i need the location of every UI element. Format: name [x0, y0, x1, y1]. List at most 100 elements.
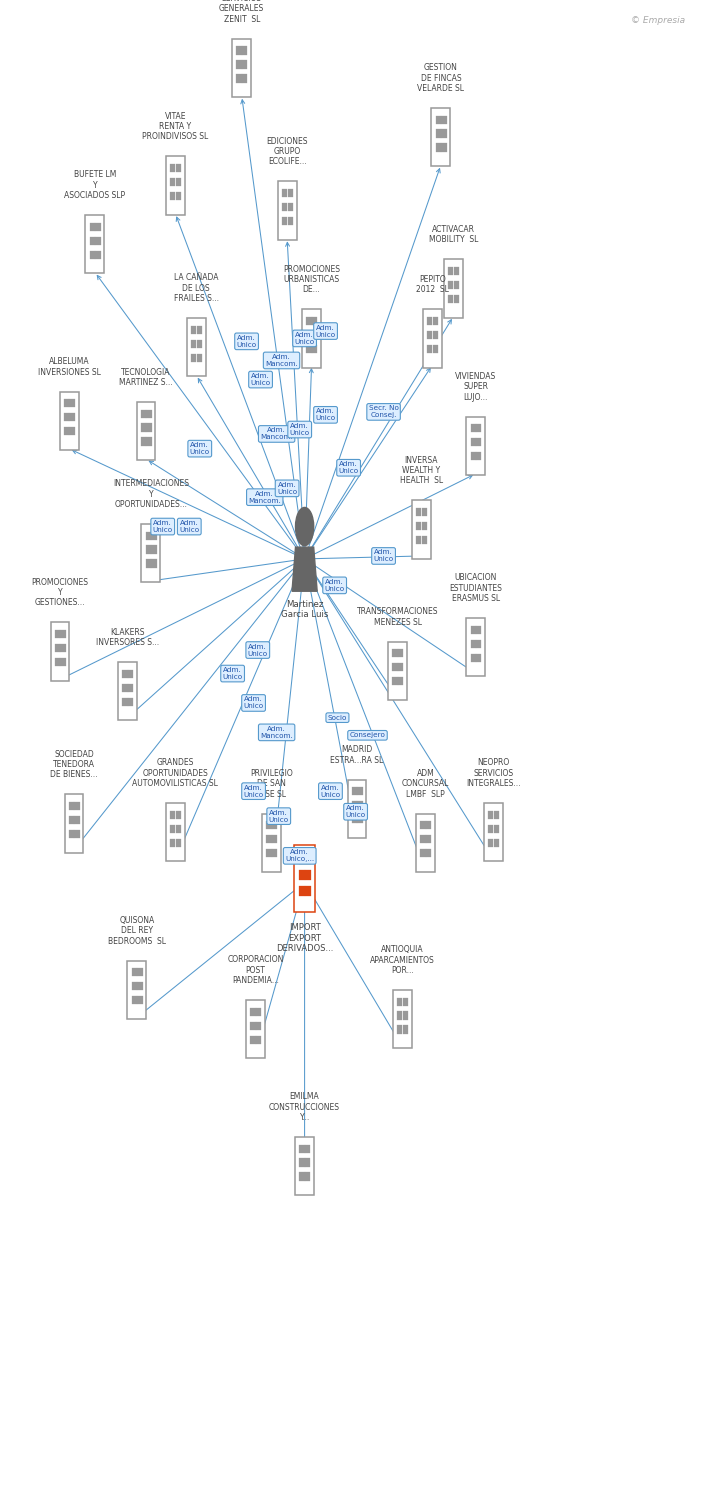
Bar [416, 813, 435, 871]
Text: PRIVILEGIO
DE SAN
JOSE SL: PRIVILEGIO DE SAN JOSE SL [250, 768, 293, 798]
Bar [467, 417, 486, 476]
Bar [470, 424, 476, 432]
Bar [282, 189, 287, 196]
Text: EDICIONES
GRUPO
ECOLIFE...: EDICIONES GRUPO ECOLIFE... [266, 136, 308, 166]
Text: Adm.
Unico: Adm. Unico [243, 784, 264, 798]
Bar [237, 46, 242, 54]
Text: © Empresia: © Empresia [631, 16, 686, 26]
Bar [295, 1137, 314, 1196]
Bar [170, 178, 175, 186]
Bar [393, 990, 412, 1048]
Bar [55, 644, 60, 652]
Bar [90, 224, 95, 231]
Bar [175, 839, 181, 848]
Bar [476, 424, 481, 432]
Bar [146, 410, 151, 417]
Bar [392, 676, 397, 686]
Text: VIVIENDAS
SUPER
LUJO...: VIVIENDAS SUPER LUJO... [455, 372, 496, 402]
Text: Adm.
Unico: Adm. Unico [315, 324, 336, 338]
Text: Adm.
Unico: Adm. Unico [243, 696, 264, 709]
Bar [242, 60, 248, 69]
Bar [432, 108, 451, 166]
Bar [444, 260, 463, 318]
Bar [132, 968, 137, 976]
Bar [256, 1008, 261, 1016]
Bar [476, 626, 481, 633]
Text: Adm.
Unico: Adm. Unico [373, 549, 394, 562]
Bar [141, 423, 146, 432]
Text: Adm.
Unico: Adm. Unico [153, 520, 173, 532]
Circle shape [296, 507, 314, 546]
Text: Adm.
Unico: Adm. Unico [179, 520, 199, 532]
Bar [494, 825, 499, 833]
Bar [282, 217, 287, 225]
Bar [242, 75, 248, 82]
Text: Adm.
Unico: Adm. Unico [250, 374, 271, 386]
Bar [302, 309, 321, 368]
Bar [146, 531, 151, 540]
Bar [299, 1173, 304, 1180]
Bar [166, 802, 185, 861]
Bar [312, 332, 317, 339]
Bar [476, 639, 481, 648]
Bar [423, 309, 442, 368]
Bar [427, 316, 432, 326]
Text: ANTIOQUIA
APARCAMIENTOS
POR...: ANTIOQUIA APARCAMIENTOS POR... [370, 945, 435, 975]
Bar [427, 332, 432, 339]
Bar [69, 399, 75, 408]
Bar [494, 812, 499, 819]
Text: UBICACION
ESTUDIANTES
ERASMUS SL: UBICACION ESTUDIANTES ERASMUS SL [449, 573, 502, 603]
Text: PEPITO
2012  SL: PEPITO 2012 SL [416, 274, 449, 294]
Bar [347, 780, 366, 838]
Bar [306, 316, 312, 326]
Bar [266, 849, 272, 856]
Text: ACTIVACAR
MOBILITY  SL: ACTIVACAR MOBILITY SL [429, 225, 478, 245]
Bar [288, 202, 293, 211]
Bar [122, 684, 128, 692]
Text: ADM
CONCURSAL
LMBF  SLP: ADM CONCURSAL LMBF SLP [402, 768, 449, 798]
Bar [357, 788, 363, 795]
Bar [191, 354, 197, 362]
Bar [420, 849, 425, 856]
Text: Adm.
Mancom.: Adm. Mancom. [248, 490, 281, 504]
Bar [357, 801, 363, 810]
Bar [388, 642, 407, 700]
Bar [187, 318, 206, 376]
Bar [90, 237, 95, 244]
Bar [441, 116, 446, 123]
Text: SOCIEDAD
TENEDORA
DE BIENES...: SOCIEDAD TENEDORA DE BIENES... [50, 750, 98, 780]
Bar [435, 116, 441, 123]
Bar [448, 296, 454, 303]
Bar [175, 812, 181, 819]
Bar [272, 849, 277, 856]
Bar [138, 982, 143, 990]
Bar [420, 836, 425, 843]
Bar [69, 427, 75, 435]
Bar [237, 60, 242, 69]
Bar [95, 224, 100, 231]
Bar [427, 345, 432, 352]
Bar [256, 1035, 261, 1044]
Bar [476, 654, 481, 662]
Bar [392, 650, 397, 657]
Bar [95, 251, 100, 260]
Bar [470, 654, 476, 662]
Bar [470, 626, 476, 633]
Bar [68, 830, 74, 839]
Bar [122, 669, 128, 678]
Bar [454, 280, 459, 290]
Text: Adm.
Unico: Adm. Unico [320, 784, 341, 798]
Text: Adm.
Unico: Adm. Unico [237, 334, 257, 348]
Bar [357, 815, 363, 824]
Bar [60, 644, 66, 652]
Bar [128, 684, 133, 692]
Bar [175, 178, 181, 186]
Bar [250, 1035, 256, 1044]
Bar [60, 658, 66, 666]
Bar [246, 1000, 265, 1059]
Bar [422, 509, 427, 516]
Bar [197, 326, 202, 334]
Bar [298, 886, 304, 896]
Text: PROMOCIONES
Y
GESTIONES...: PROMOCIONES Y GESTIONES... [31, 578, 89, 608]
Text: GESTION
DE FINCAS
VELARDE SL: GESTION DE FINCAS VELARDE SL [417, 63, 464, 93]
